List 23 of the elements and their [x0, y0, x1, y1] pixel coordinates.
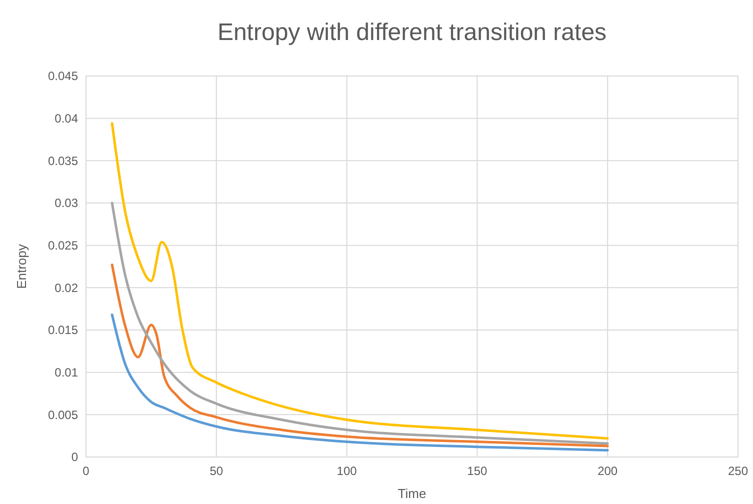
y-tick-label: 0.035: [48, 154, 78, 168]
y-tick-label: 0.01: [54, 366, 78, 380]
y-tick-label: 0.02: [54, 280, 78, 295]
x-tick-label: 100: [336, 464, 358, 478]
chart-title: Entropy with different transition rates: [217, 19, 607, 46]
x-tick-label: 50: [210, 464, 224, 478]
y-tick-label: 0.005: [48, 408, 78, 422]
y-axis-title: Entropy: [14, 244, 29, 289]
x-tick-label: 0: [82, 464, 90, 478]
y-tick-label: 0.045: [48, 69, 78, 84]
y-tick-label: 0.025: [48, 238, 78, 253]
line-series: [110, 122, 609, 440]
x-axis-title: Time: [398, 486, 426, 501]
x-tick-label: 200: [598, 464, 618, 478]
y-tick-label: 0.04: [54, 112, 78, 126]
x-tick-label: 250: [728, 464, 748, 478]
line-series: [110, 314, 609, 452]
x-tick-label: 150: [467, 464, 488, 478]
line-series: [110, 202, 609, 445]
y-tick-label: 0.03: [54, 196, 78, 210]
y-tick-label: 0.015: [48, 323, 78, 338]
y-tick-label: 0: [71, 450, 78, 464]
line-series: [110, 264, 609, 448]
